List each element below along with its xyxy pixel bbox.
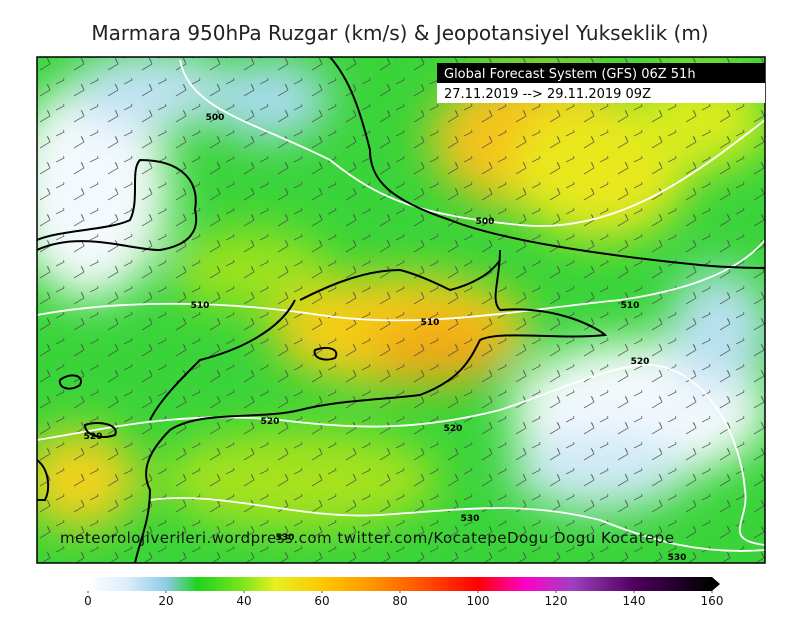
colorbar: 0 20 40 60 80 100 120 140 160: [84, 577, 723, 608]
contour-label: 520: [261, 417, 280, 427]
contour-label: 500: [476, 217, 495, 227]
contour-label: 510: [421, 318, 440, 328]
info-line: Global Forecast System (GFS) 06Z 51h: [444, 67, 696, 82]
colorbar-tick-label: 100: [467, 594, 490, 608]
colorbar-tick-label: 40: [236, 594, 251, 608]
contour-label: 530: [276, 533, 295, 543]
colorbar-tick-label: 0: [84, 594, 92, 608]
info-box: [437, 83, 765, 103]
contour-label: 500: [206, 113, 225, 123]
colorbar-tick-label: 60: [314, 594, 329, 608]
map-frame: [36, 56, 766, 564]
contour-label: 520: [84, 432, 103, 442]
contour-label: 520: [444, 424, 463, 434]
colorbar-tick-label: 140: [623, 594, 646, 608]
colorbar-scale: [88, 577, 712, 591]
contour-label: 510: [191, 301, 210, 311]
contour-label: 530: [668, 553, 687, 563]
info-box: [437, 63, 765, 83]
contour-label: 520: [631, 357, 650, 367]
contour-label: 530: [461, 514, 480, 524]
colorbar-tick-label: 160: [701, 594, 724, 608]
colorbar-tick-label: 20: [158, 594, 173, 608]
colorbar-tick-label: 80: [392, 594, 407, 608]
credit: meteorolojiverileri.wordpress.com twitte…: [60, 529, 675, 547]
colorbar-arrow: [712, 577, 720, 591]
colorbar-tick-label: 120: [545, 594, 568, 608]
info-line: 27.11.2019 --> 29.11.2019 09Z: [444, 87, 651, 102]
contour-label: 510: [621, 301, 640, 311]
map: 500 500 510 510 510 520 520 520 520 530 530 530: [37, 57, 765, 563]
title: Marmara 950hPa Ruzgar (km/s) & Jeopotans…: [91, 21, 708, 45]
